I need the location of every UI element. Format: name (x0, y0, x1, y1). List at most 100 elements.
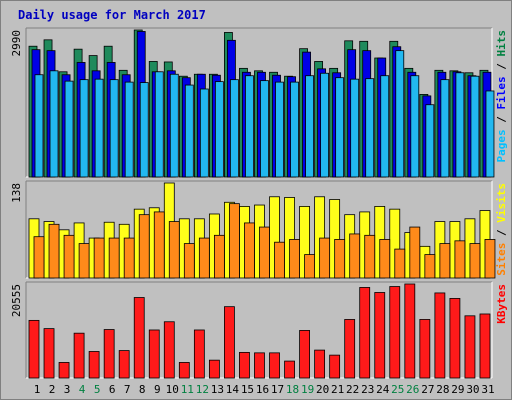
kbytes-bar-day-12 (193, 329, 205, 379)
kbytes-bar-day-24 (374, 292, 386, 379)
kbytes-bar-day-4 (73, 332, 85, 379)
x-tick-label-day-7: 7 (124, 383, 131, 396)
legend-part: Pages (495, 129, 508, 162)
pages-bar-day-17 (275, 81, 284, 178)
x-tick-label-day-28: 28 (436, 383, 449, 396)
kbytes-bar-day-31 (479, 313, 491, 379)
y-axis-max-label: 138 (10, 183, 23, 203)
x-tick-label-day-13: 13 (211, 383, 224, 396)
x-tick-label-day-23: 23 (361, 383, 374, 396)
sites-bar-day-8 (138, 214, 150, 279)
sites-bar-day-7 (123, 237, 135, 279)
pages-bar-day-15 (245, 75, 254, 178)
pages-bar-day-27 (425, 104, 435, 178)
x-tick-label-day-31: 31 (481, 383, 494, 396)
sites-bar-day-9 (153, 211, 165, 279)
sites-bar-day-28 (439, 243, 451, 279)
pages-bar-day-30 (470, 75, 480, 178)
kbytes-bar-day-11 (178, 362, 190, 379)
sites-bar-day-24 (379, 239, 391, 279)
x-tick-label-day-30: 30 (466, 383, 479, 396)
kbytes-bar-day-18 (284, 360, 295, 379)
kbytes-bar-day-16 (254, 352, 265, 379)
legend-part: / (495, 223, 508, 243)
sites-bar-day-22 (349, 233, 361, 279)
x-tick-label-day-22: 22 (346, 383, 359, 396)
kbytes-bar-day-23 (359, 287, 371, 379)
x-tick-label-day-2: 2 (49, 383, 56, 396)
kbytes-bar-day-30 (464, 315, 476, 379)
sites-bar-day-2 (48, 223, 60, 279)
kbytes-bar-day-21 (329, 354, 341, 379)
sites-bar-day-3 (63, 234, 75, 279)
x-tick-label-day-4: 4 (79, 383, 86, 396)
pages-bar-day-7 (124, 81, 134, 178)
x-tick-label-day-25: 25 (391, 383, 404, 396)
series-pages (34, 50, 495, 178)
kbytes-bar-day-27 (419, 319, 431, 379)
chart-panels: 2990 Pages / Files / Hits 138 Sites / Visit… (10, 27, 508, 379)
legend-part: Hits (495, 30, 508, 57)
sites-bar-day-18 (289, 239, 300, 279)
kbytes-bar-day-17 (269, 352, 280, 379)
sites-bar-day-29 (454, 240, 466, 279)
x-tick-label-day-21: 21 (331, 383, 344, 396)
pages-bar-day-12 (199, 88, 209, 178)
legend-part: Files (495, 76, 508, 109)
kbytes-bar-day-2 (43, 328, 55, 379)
pages-bar-day-25 (395, 50, 405, 178)
pages-bar-day-11 (184, 84, 194, 178)
legend-part: Visits (495, 183, 508, 223)
kbytes-bar-day-10 (163, 321, 175, 379)
pages-bar-day-10 (169, 73, 179, 178)
sites-bar-day-13 (213, 234, 225, 279)
sites-bar-day-4 (78, 243, 90, 279)
sites-bar-day-15 (244, 222, 255, 279)
kbytes-bar-day-15 (239, 351, 250, 379)
sites-bar-day-10 (168, 221, 180, 279)
kbytes-bar-day-6 (103, 329, 115, 379)
panel-hits-files-pages: 2990 Pages / Files / Hits (10, 27, 508, 178)
pages-bar-day-29 (455, 72, 465, 178)
x-tick-label-day-20: 20 (316, 383, 329, 396)
sites-bar-day-20 (319, 237, 331, 279)
panel-visits-sites: 138 Sites / Visits (10, 180, 508, 279)
x-axis-tick-labels: 1 2 3 4 5 6 7 8 9 10 11 12 13 14 15 16 17 18 19 20 21 22 23 24 2… (34, 383, 495, 396)
pages-bar-day-24 (380, 75, 390, 178)
x-tick-label-day-3: 3 (64, 383, 71, 396)
x-tick-label-day-18: 18 (286, 383, 299, 396)
x-tick-label-day-15: 15 (241, 383, 254, 396)
pages-bar-day-22 (350, 78, 360, 178)
pages-bar-day-19 (305, 75, 314, 178)
x-tick-label-day-17: 17 (271, 383, 284, 396)
kbytes-bar-day-20 (314, 349, 326, 379)
sites-bar-day-31 (484, 239, 496, 279)
x-tick-label-day-9: 9 (154, 383, 161, 396)
x-tick-label-day-10: 10 (166, 383, 179, 396)
y-axis-max-label: 2990 (10, 30, 23, 57)
sites-bar-day-26 (409, 226, 421, 279)
x-tick-label-day-5: 5 (94, 383, 101, 396)
series-legend-label: KBytes (495, 284, 508, 324)
x-tick-label-day-24: 24 (376, 383, 390, 396)
kbytes-bar-day-1 (28, 319, 40, 379)
x-tick-label-day-14: 14 (226, 383, 240, 396)
sites-bar-day-23 (364, 234, 376, 279)
y-axis-max-label: 20555 (10, 284, 23, 317)
pages-bar-day-28 (440, 79, 450, 178)
kbytes-bar-day-7 (118, 350, 130, 379)
kbytes-bar-day-3 (58, 362, 70, 379)
legend-part: KBytes (495, 284, 508, 324)
sites-bar-day-27 (424, 254, 436, 279)
pages-bar-day-31 (485, 90, 495, 178)
x-tick-label-day-26: 26 (406, 383, 419, 396)
pages-bar-day-23 (365, 78, 375, 178)
kbytes-bar-day-26 (404, 283, 416, 379)
pages-bar-day-6 (109, 79, 119, 178)
kbytes-bar-day-14 (224, 306, 235, 379)
pages-bar-day-18 (290, 81, 299, 178)
sites-bar-day-1 (33, 236, 45, 279)
x-tick-label-day-11: 11 (181, 383, 194, 396)
pages-bar-day-20 (320, 72, 330, 178)
